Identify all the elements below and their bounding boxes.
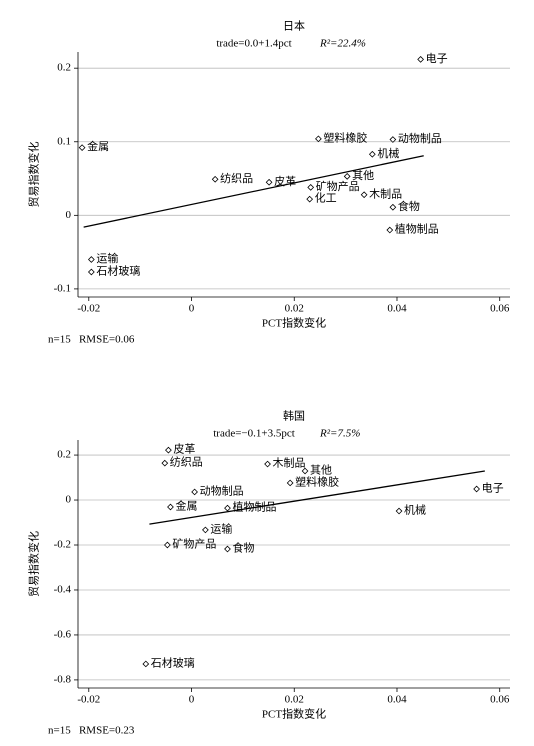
x-tick-label: 0.06 (490, 694, 510, 706)
x-axis-label: PCT指数变化 (262, 707, 326, 721)
y-tick-label: -0.2 (54, 539, 71, 551)
y-tick-label: 0.2 (57, 62, 71, 74)
point (343, 172, 351, 180)
x-tick-label: 0.04 (387, 694, 407, 706)
point (473, 485, 480, 493)
chart-title: 日本 (283, 19, 305, 33)
x-tick-label: 0 (189, 694, 195, 706)
point-label: 动物制品 (398, 131, 442, 145)
x-tick-label: -0.02 (77, 694, 100, 706)
point (360, 191, 368, 199)
y-tick-label: 0 (66, 494, 72, 506)
point-label: 纺织品 (220, 171, 253, 185)
point-label: 塑料橡胶 (323, 130, 367, 144)
y-axis-label: 贸易指数变化 (27, 531, 41, 597)
chart-subtitle: trade=0.0+1.4pct (216, 38, 291, 50)
regression-line (149, 470, 485, 525)
point-label: 塑料橡胶 (295, 474, 339, 488)
point-label: 电子 (482, 482, 504, 495)
point (306, 195, 314, 203)
y-tick-label: 0 (66, 209, 72, 221)
point-label: 石材玻璃 (96, 264, 140, 278)
point (417, 55, 424, 63)
x-tick-label: 0.06 (490, 303, 510, 315)
point-label: 运输 (210, 521, 232, 535)
y-tick-label: 0.2 (57, 449, 71, 461)
regression-line (83, 155, 424, 228)
x-tick-label: 0.02 (285, 303, 304, 315)
y-tick-label: -0.8 (54, 673, 72, 685)
point (386, 226, 394, 234)
point (202, 526, 209, 534)
point (87, 268, 95, 276)
point (78, 144, 86, 152)
point-label: 动物制品 (200, 483, 244, 497)
point (211, 175, 219, 183)
point-label: 机械 (377, 146, 399, 160)
y-axis-label: 贸易指数变化 (27, 142, 41, 208)
point (315, 135, 322, 143)
point (389, 203, 397, 211)
point-label: 食物 (398, 199, 420, 213)
y-tick-label: -0.1 (54, 282, 71, 294)
chart-title: 韩国 (283, 409, 305, 423)
point-label: 石材玻璃 (151, 655, 195, 669)
point-label: 电子 (426, 52, 448, 65)
x-tick-label: 0.02 (285, 694, 304, 706)
point (164, 541, 171, 549)
point-label: 其他 (352, 169, 374, 182)
point-label: 木制品 (369, 187, 402, 200)
point (87, 256, 95, 263)
point-label: 矿物产品 (316, 179, 360, 193)
point-label: 机械 (404, 503, 426, 517)
x-axis-label: PCT指数变化 (262, 316, 326, 330)
r-squared: R²=7.5% (319, 428, 360, 440)
chart-subtitle: trade=−0.1+3.5pct (213, 428, 295, 440)
point (161, 459, 169, 467)
point (307, 184, 315, 191)
point-label: 矿物产品 (172, 537, 216, 551)
y-tick-label: 0.1 (57, 135, 71, 147)
point (368, 150, 376, 158)
point-label: 木制品 (273, 457, 306, 470)
point (191, 488, 198, 496)
footnote: n=15 RMSE=0.23 (48, 725, 135, 737)
point (224, 504, 231, 512)
point-label: 其他 (310, 464, 332, 477)
point (165, 446, 172, 454)
point-label: 纺织品 (170, 455, 203, 469)
point-label: 金属 (175, 499, 197, 513)
x-tick-label: 0 (189, 303, 195, 315)
point (142, 660, 150, 668)
point (389, 136, 397, 143)
r-squared: R²=22.4% (319, 38, 366, 50)
point (301, 467, 309, 475)
point (224, 545, 231, 553)
y-tick-label: -0.4 (54, 584, 72, 596)
point (167, 503, 174, 511)
point-label: 植物制品 (395, 222, 439, 236)
point-label: 皮革 (173, 442, 195, 456)
point-label: 金属 (87, 139, 109, 153)
point (395, 507, 403, 515)
point-label: 化工 (315, 191, 337, 205)
y-tick-label: -0.6 (54, 628, 72, 640)
point (286, 479, 294, 487)
x-tick-label: -0.02 (77, 303, 100, 315)
point (264, 460, 271, 468)
point-label: 植物制品 (232, 500, 276, 514)
point-label: 皮革 (274, 174, 296, 188)
footnote: n=15 RMSE=0.06 (48, 334, 135, 346)
point-label: 运输 (96, 251, 118, 265)
point (265, 178, 273, 186)
x-tick-label: 0.04 (387, 303, 407, 315)
point-label: 食物 (232, 541, 254, 555)
